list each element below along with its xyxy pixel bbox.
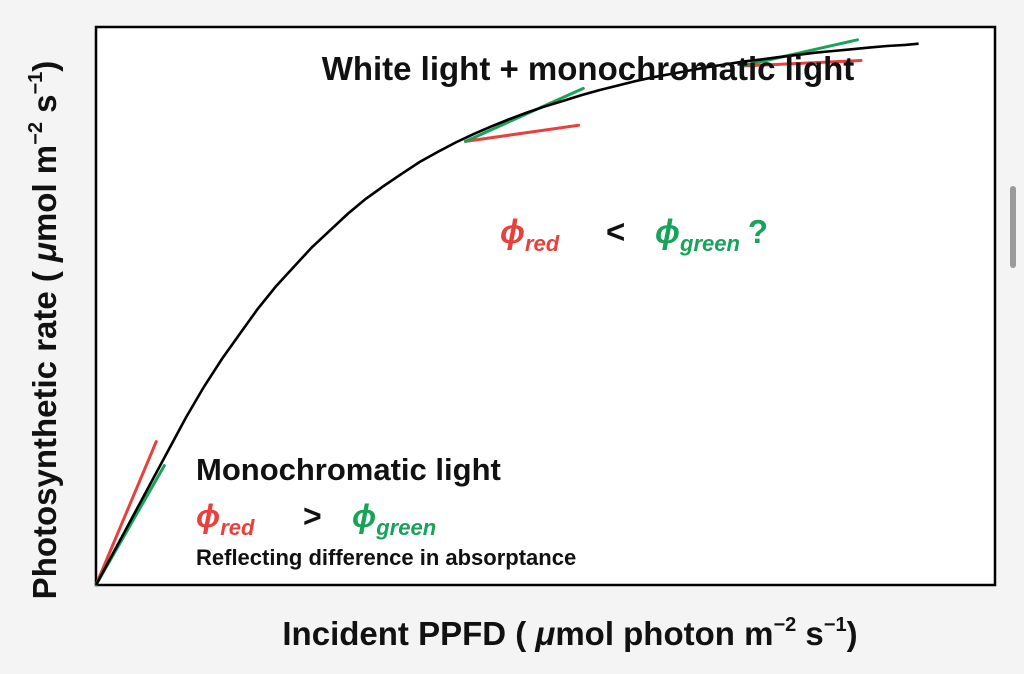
tangent-red-low	[94, 440, 158, 587]
tangent-red-high	[739, 58, 863, 68]
bottom-annotation-title: Monochromatic light	[196, 452, 501, 487]
y-axis-label: Photosynthetic rate ( μmol m−2 s−1)	[25, 61, 63, 600]
light-response-curve	[94, 42, 919, 586]
tangent-red-mid	[463, 123, 581, 143]
phi-green-subscript: green	[679, 231, 740, 256]
bottom-annotation-note: Reflecting difference in absorptance	[196, 545, 576, 570]
phi-green-symbol: ϕ	[655, 213, 680, 250]
question-mark: ?	[748, 213, 768, 250]
x-axis-label: Incident PPFD ( μmol photon m−2 s−1)	[282, 614, 857, 652]
phi-red-subscript: red	[220, 515, 255, 540]
phi-red-subscript: red	[525, 231, 560, 256]
tangent-green-high	[739, 38, 859, 68]
top-annotation-title: White light + monochromatic light	[322, 50, 855, 87]
top-comparison: ϕred < ϕgreen?	[500, 213, 768, 256]
comparison-operator: <	[606, 213, 625, 250]
comparison-operator: >	[303, 498, 322, 534]
phi-green-symbol: ϕ	[352, 498, 376, 534]
plot-frame	[94, 25, 997, 587]
phi-green-subscript: green	[375, 515, 436, 540]
phi-red-symbol: ϕ	[500, 213, 525, 250]
scrollbar-thumb[interactable]	[1010, 186, 1016, 268]
phi-red-symbol: ϕ	[196, 498, 220, 534]
bottom-comparison: ϕred > ϕgreen	[196, 498, 436, 540]
